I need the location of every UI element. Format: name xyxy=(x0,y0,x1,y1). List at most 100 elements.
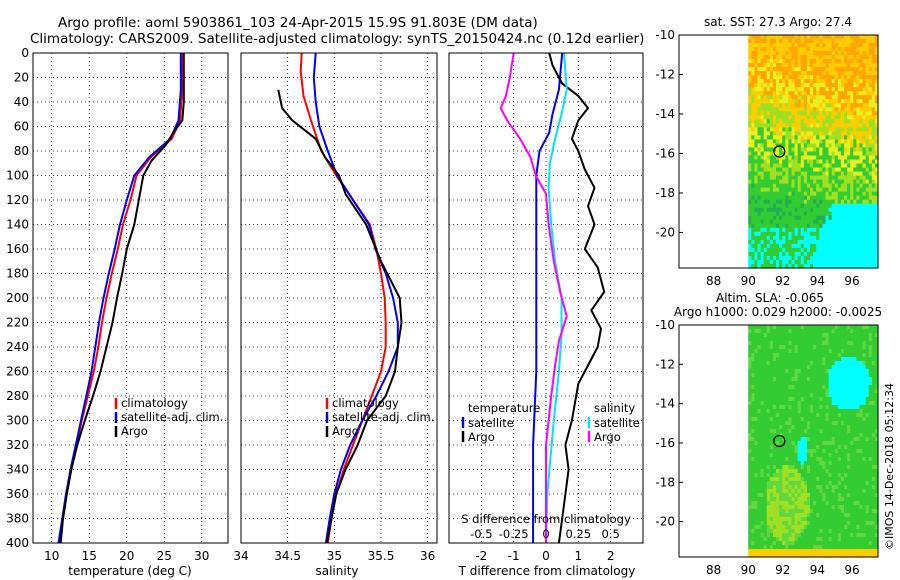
map-cell xyxy=(862,83,867,88)
map-cell xyxy=(847,457,851,462)
map-cell xyxy=(868,67,873,72)
map-cell xyxy=(797,409,802,414)
map-cell xyxy=(856,163,861,169)
map-cell xyxy=(810,219,814,225)
map-cell xyxy=(760,369,765,374)
map-cell xyxy=(794,465,799,470)
map-cell xyxy=(868,357,873,362)
map-cell xyxy=(847,341,851,346)
map-cell xyxy=(859,505,864,510)
map-cell xyxy=(840,171,845,177)
map-cell xyxy=(825,421,830,426)
map-cell xyxy=(834,139,839,145)
map-cell xyxy=(825,461,830,466)
map-cell xyxy=(840,365,845,370)
map-cell xyxy=(785,63,789,68)
map-cell xyxy=(785,329,789,334)
map-cell xyxy=(831,123,836,128)
map-cell xyxy=(822,473,827,478)
map-cell xyxy=(828,533,833,538)
map-cell xyxy=(782,79,786,84)
map-cell xyxy=(776,35,780,40)
map-cell xyxy=(791,155,796,161)
map-cell xyxy=(810,481,814,486)
map-cell xyxy=(847,441,851,446)
map-cell xyxy=(772,107,777,112)
map-cell xyxy=(828,75,833,80)
map-cell xyxy=(816,183,820,189)
map-cell xyxy=(776,247,780,253)
map-cell xyxy=(797,159,802,165)
map-cell xyxy=(837,529,842,534)
map-cell xyxy=(813,107,817,112)
map-cell xyxy=(822,95,827,100)
map-cell xyxy=(816,55,820,60)
map-cell xyxy=(794,333,799,338)
map-cell xyxy=(868,39,873,44)
map-cell xyxy=(853,171,857,177)
map-cell xyxy=(874,175,879,181)
map-cell xyxy=(794,377,799,382)
map-cell xyxy=(850,143,854,149)
map-cell xyxy=(828,71,833,76)
series-line-temperature-argo xyxy=(548,52,606,544)
map-cell xyxy=(831,187,836,193)
map-cell xyxy=(794,501,799,506)
map-cell xyxy=(760,211,765,217)
map-cell xyxy=(766,159,771,165)
map-cell xyxy=(760,203,765,209)
map-cell xyxy=(810,103,814,108)
map-cell xyxy=(754,341,759,346)
map-cell xyxy=(810,549,814,554)
map-cell xyxy=(844,413,848,418)
map-cell xyxy=(816,353,820,358)
map-cell xyxy=(847,251,851,257)
map-cell xyxy=(862,103,867,108)
map-cell xyxy=(850,127,854,133)
map-cell xyxy=(819,413,823,418)
map-cell xyxy=(813,353,817,358)
map-cell xyxy=(874,489,879,494)
map-cell xyxy=(788,393,793,398)
map-cell xyxy=(757,477,762,482)
y-tick-label: 320 xyxy=(6,438,29,452)
x-tick-label: 34.5 xyxy=(274,549,301,563)
map-cell xyxy=(868,71,873,76)
map-cell xyxy=(868,255,873,261)
map-cell xyxy=(754,111,759,116)
map-cell xyxy=(803,417,808,422)
map-cell xyxy=(828,163,833,169)
map-cell xyxy=(794,83,799,88)
map-cell xyxy=(850,369,854,374)
map-cell xyxy=(844,345,848,350)
map-cell xyxy=(871,537,876,542)
map-cell xyxy=(834,251,839,257)
map-cell xyxy=(794,477,799,482)
map-cell xyxy=(763,187,768,193)
map-cell xyxy=(797,545,802,550)
map-cell xyxy=(810,95,814,100)
map-cell xyxy=(794,325,799,330)
map-cell xyxy=(856,47,861,52)
map-cell xyxy=(828,47,833,52)
map-cell xyxy=(782,135,786,141)
map-cell xyxy=(816,457,820,462)
map-cell xyxy=(772,219,777,225)
map-cell xyxy=(772,75,777,80)
map-cell xyxy=(806,449,811,454)
map-cell xyxy=(757,239,762,245)
map-cell xyxy=(850,373,854,378)
map-cell xyxy=(828,401,833,406)
map-cell xyxy=(776,329,780,334)
map-cell xyxy=(837,47,842,52)
map-cell xyxy=(803,263,808,269)
map-cell xyxy=(810,175,814,181)
map-cell xyxy=(791,477,796,482)
map-cell xyxy=(834,199,839,205)
map-cell xyxy=(868,509,873,514)
map-cell xyxy=(751,123,755,128)
map-cell xyxy=(850,91,854,96)
map-cell xyxy=(776,537,780,542)
map-cell xyxy=(748,183,752,189)
map-cell xyxy=(785,509,789,514)
